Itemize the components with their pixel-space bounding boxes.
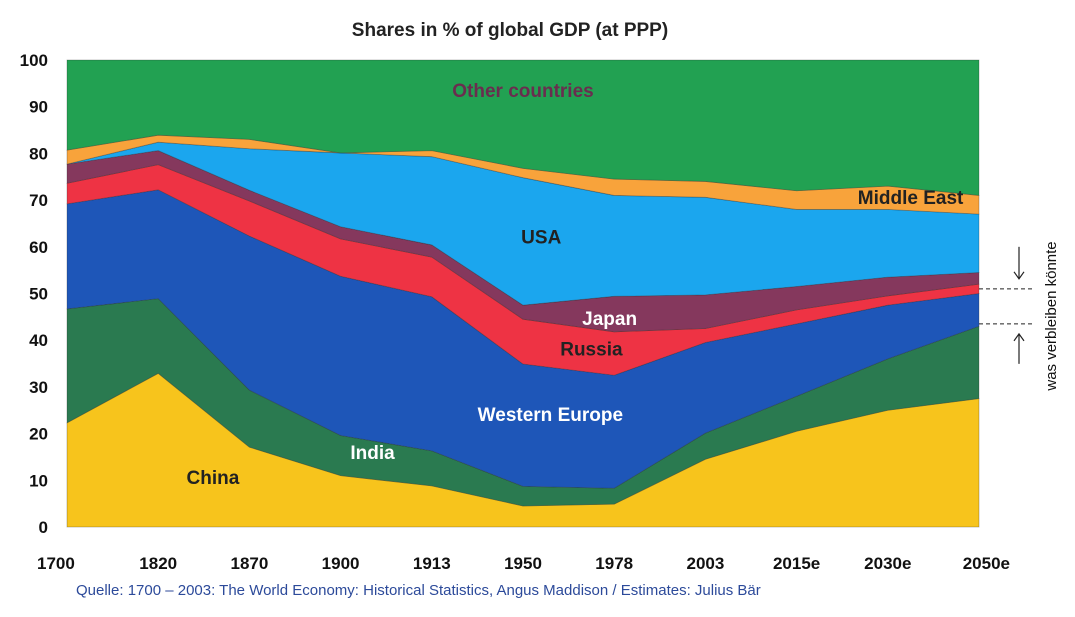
x-tick-label: 1700: [37, 554, 75, 573]
chart-title: Shares in % of global GDP (at PPP): [352, 20, 668, 41]
x-tick-label: 2050e: [963, 554, 1010, 573]
label-russia: Russia: [560, 340, 623, 361]
label-india: India: [350, 443, 395, 464]
y-tick-label: 70: [29, 191, 48, 210]
annotation: was verbleiben könnte: [979, 241, 1060, 392]
area-middle-east: [66, 134, 980, 215]
label-usa: USA: [521, 227, 561, 248]
y-tick-label: 0: [39, 518, 48, 537]
label-western-europe: Western Europe: [478, 405, 623, 426]
stacked-areas: [66, 59, 980, 528]
arrow-down-head-icon: [1013, 271, 1025, 280]
area-other-countries: [66, 59, 980, 196]
x-tick-label: 2015e: [773, 554, 820, 573]
label-middle-east: Middle East: [858, 188, 964, 209]
x-tick-label: 1913: [413, 554, 451, 573]
y-tick-label: 80: [29, 144, 48, 163]
area-india: [66, 298, 980, 507]
source-note: Quelle: 1700 – 2003: The World Economy: …: [76, 582, 761, 599]
x-tick-label: 1900: [322, 554, 360, 573]
x-tick-label: 1978: [595, 554, 633, 573]
arrow-up-head-icon: [1013, 332, 1025, 342]
area-russia: [66, 164, 980, 376]
y-tick-label: 90: [29, 98, 48, 117]
x-tick-label: 1950: [504, 554, 542, 573]
label-china: China: [187, 468, 240, 489]
y-tick-label: 20: [29, 425, 48, 444]
series-labels: China India Western Europe Russia Japan USA Mi…: [187, 81, 965, 489]
area-china: [66, 372, 980, 528]
area-japan: [66, 150, 980, 333]
y-axis-ticks: 0 10 20 30 40 50 60 70 80 90 100: [20, 51, 48, 537]
y-tick-label: 30: [29, 378, 48, 397]
x-tick-label: 1870: [230, 554, 268, 573]
x-tick-label: 2030e: [864, 554, 911, 573]
y-tick-label: 40: [29, 331, 48, 350]
y-tick-label: 50: [29, 285, 48, 304]
label-japan: Japan: [582, 309, 637, 330]
label-other-countries: Other countries: [452, 81, 593, 102]
x-tick-label: 2003: [686, 554, 724, 573]
annotation-text: was verbleiben könnte: [1043, 241, 1060, 391]
x-axis-ticks: 1700 1820 1870 1900 1913 1950 1978 2003 2015e 203…: [37, 554, 1010, 573]
y-tick-label: 60: [29, 238, 48, 257]
x-tick-label: 1820: [139, 554, 177, 573]
y-tick-label: 10: [29, 471, 48, 490]
y-tick-label: 100: [20, 51, 48, 70]
